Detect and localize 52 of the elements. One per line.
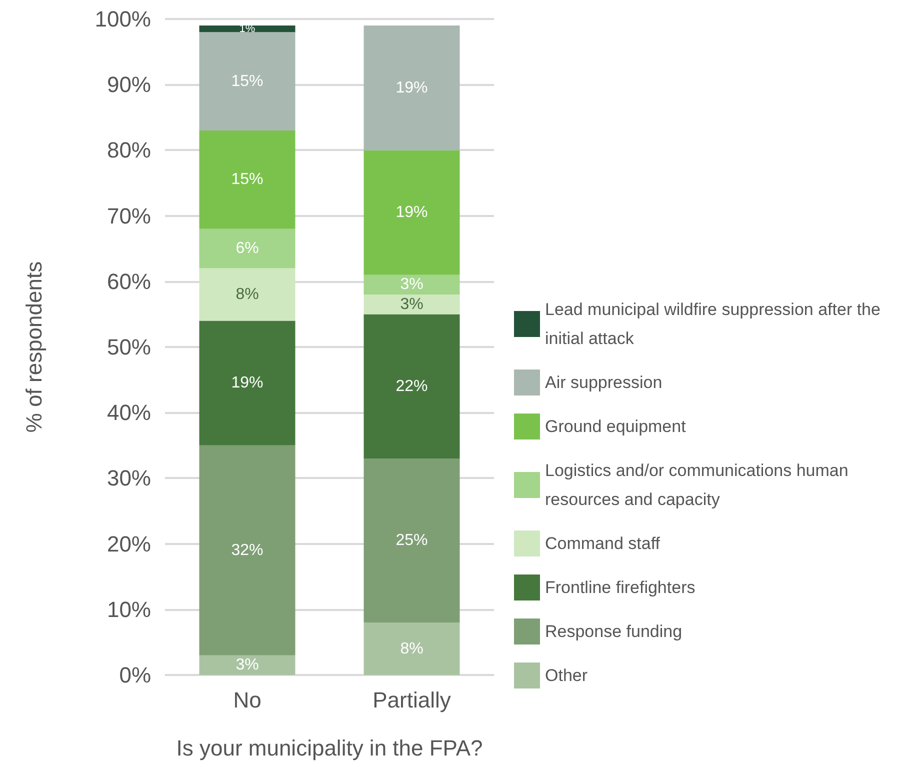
data-label: 8%: [236, 286, 259, 304]
data-label: 22%: [396, 378, 428, 395]
y-tick-label: 60%: [106, 268, 151, 294]
bar: [199, 26, 296, 32]
legend-label: Command staff: [545, 534, 660, 553]
data-label: 15%: [231, 171, 264, 188]
bar: [199, 445, 296, 656]
data-label: 15%: [231, 72, 264, 90]
legend-label: Response funding: [545, 622, 682, 641]
data-label: 3%: [400, 276, 424, 294]
legend-label: Lead municipal wildfire suppression after the initial attack: [545, 300, 886, 348]
data-label: 19%: [231, 374, 264, 392]
y-tick-label: 40%: [106, 400, 151, 426]
bar: [364, 294, 460, 314]
data-label: 19%: [396, 204, 428, 222]
legend-label: Other: [545, 666, 588, 685]
bar: [199, 655, 296, 675]
legend-label: Ground equipment: [545, 417, 686, 436]
bar: [364, 274, 460, 295]
bar: [199, 268, 296, 321]
x-tick-label: Partially: [372, 688, 451, 712]
bar: [364, 458, 460, 623]
legend-label: Frontline firefighters: [545, 578, 696, 597]
x-tick-label: No: [233, 688, 262, 712]
x-axis-title: Is your municipality in the FPA?: [176, 736, 483, 760]
legend-label: Logistics and/or communications human resources and capacity: [545, 461, 854, 509]
y-tick-label: 70%: [106, 203, 151, 228]
y-tick-label: 80%: [106, 138, 151, 163]
y-tick-label: 20%: [106, 531, 151, 556]
bar: [364, 26, 460, 150]
data-label: 25%: [396, 532, 428, 550]
bar: [199, 228, 296, 268]
data-label: 3%: [236, 656, 259, 674]
y-tick-label: 10%: [106, 596, 151, 622]
bar: [364, 150, 460, 275]
bar: [199, 32, 296, 131]
y-tick-label: 90%: [106, 72, 151, 98]
data-label: 32%: [231, 542, 264, 559]
data-label: 6%: [236, 240, 259, 258]
y-tick-label: 50%: [106, 334, 151, 360]
data-label: 3%: [400, 296, 424, 313]
y-axis-title: % of respondents: [22, 261, 46, 433]
data-label: 19%: [396, 79, 428, 96]
y-tick-label: 30%: [106, 466, 151, 491]
bar: [364, 622, 460, 675]
y-tick-label: 0%: [119, 662, 151, 688]
bar: [364, 314, 460, 459]
bar: [199, 130, 296, 229]
legend-label: Air suppression: [545, 373, 662, 392]
data-label: 8%: [400, 640, 424, 658]
y-tick-label: 100%: [94, 6, 151, 32]
bar: [199, 320, 296, 446]
